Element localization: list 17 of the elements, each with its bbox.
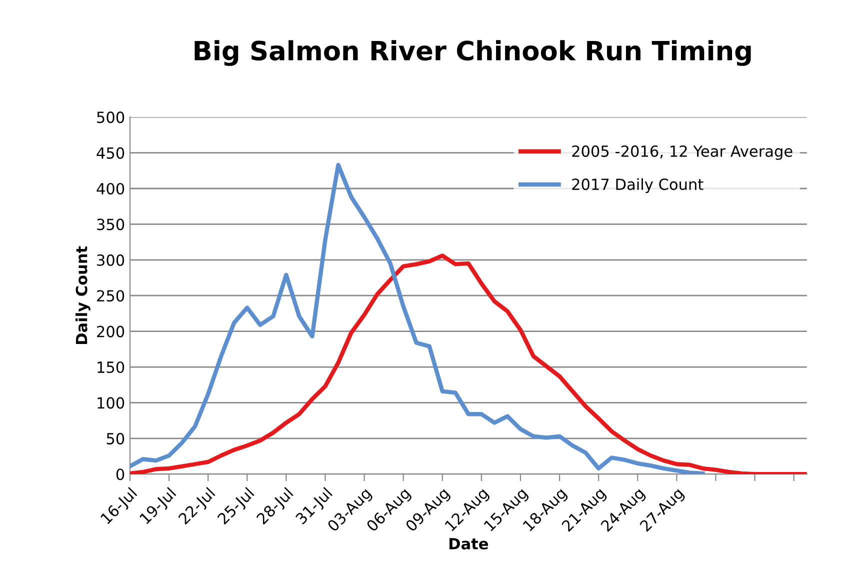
chart-title: Big Salmon River Chinook Run Timing — [194, 40, 751, 66]
line-series — [130, 162, 705, 474]
y-tick-label: 400 — [96, 182, 124, 195]
y-tick-label: 450 — [96, 147, 124, 159]
y-tick-label: 100 — [98, 397, 124, 409]
y-axis-title: Daily Count — [75, 246, 90, 344]
y-tick-label: 150 — [98, 361, 124, 374]
y-tick-label: 300 — [97, 254, 124, 266]
y-tick-label: 200 — [97, 326, 124, 338]
y-tick-label: 0 — [116, 468, 124, 480]
y-tick-label: 350 — [97, 218, 124, 230]
y-tick-label: 500 — [97, 112, 124, 124]
y-tick-label: 50 — [106, 432, 124, 444]
legend-label: 2017 Daily Count — [572, 178, 704, 194]
legend-label: 2005 -2016, 12 Year Average — [572, 145, 792, 160]
y-tick-label: 250 — [97, 290, 124, 302]
x-axis-title: Date — [449, 538, 488, 550]
